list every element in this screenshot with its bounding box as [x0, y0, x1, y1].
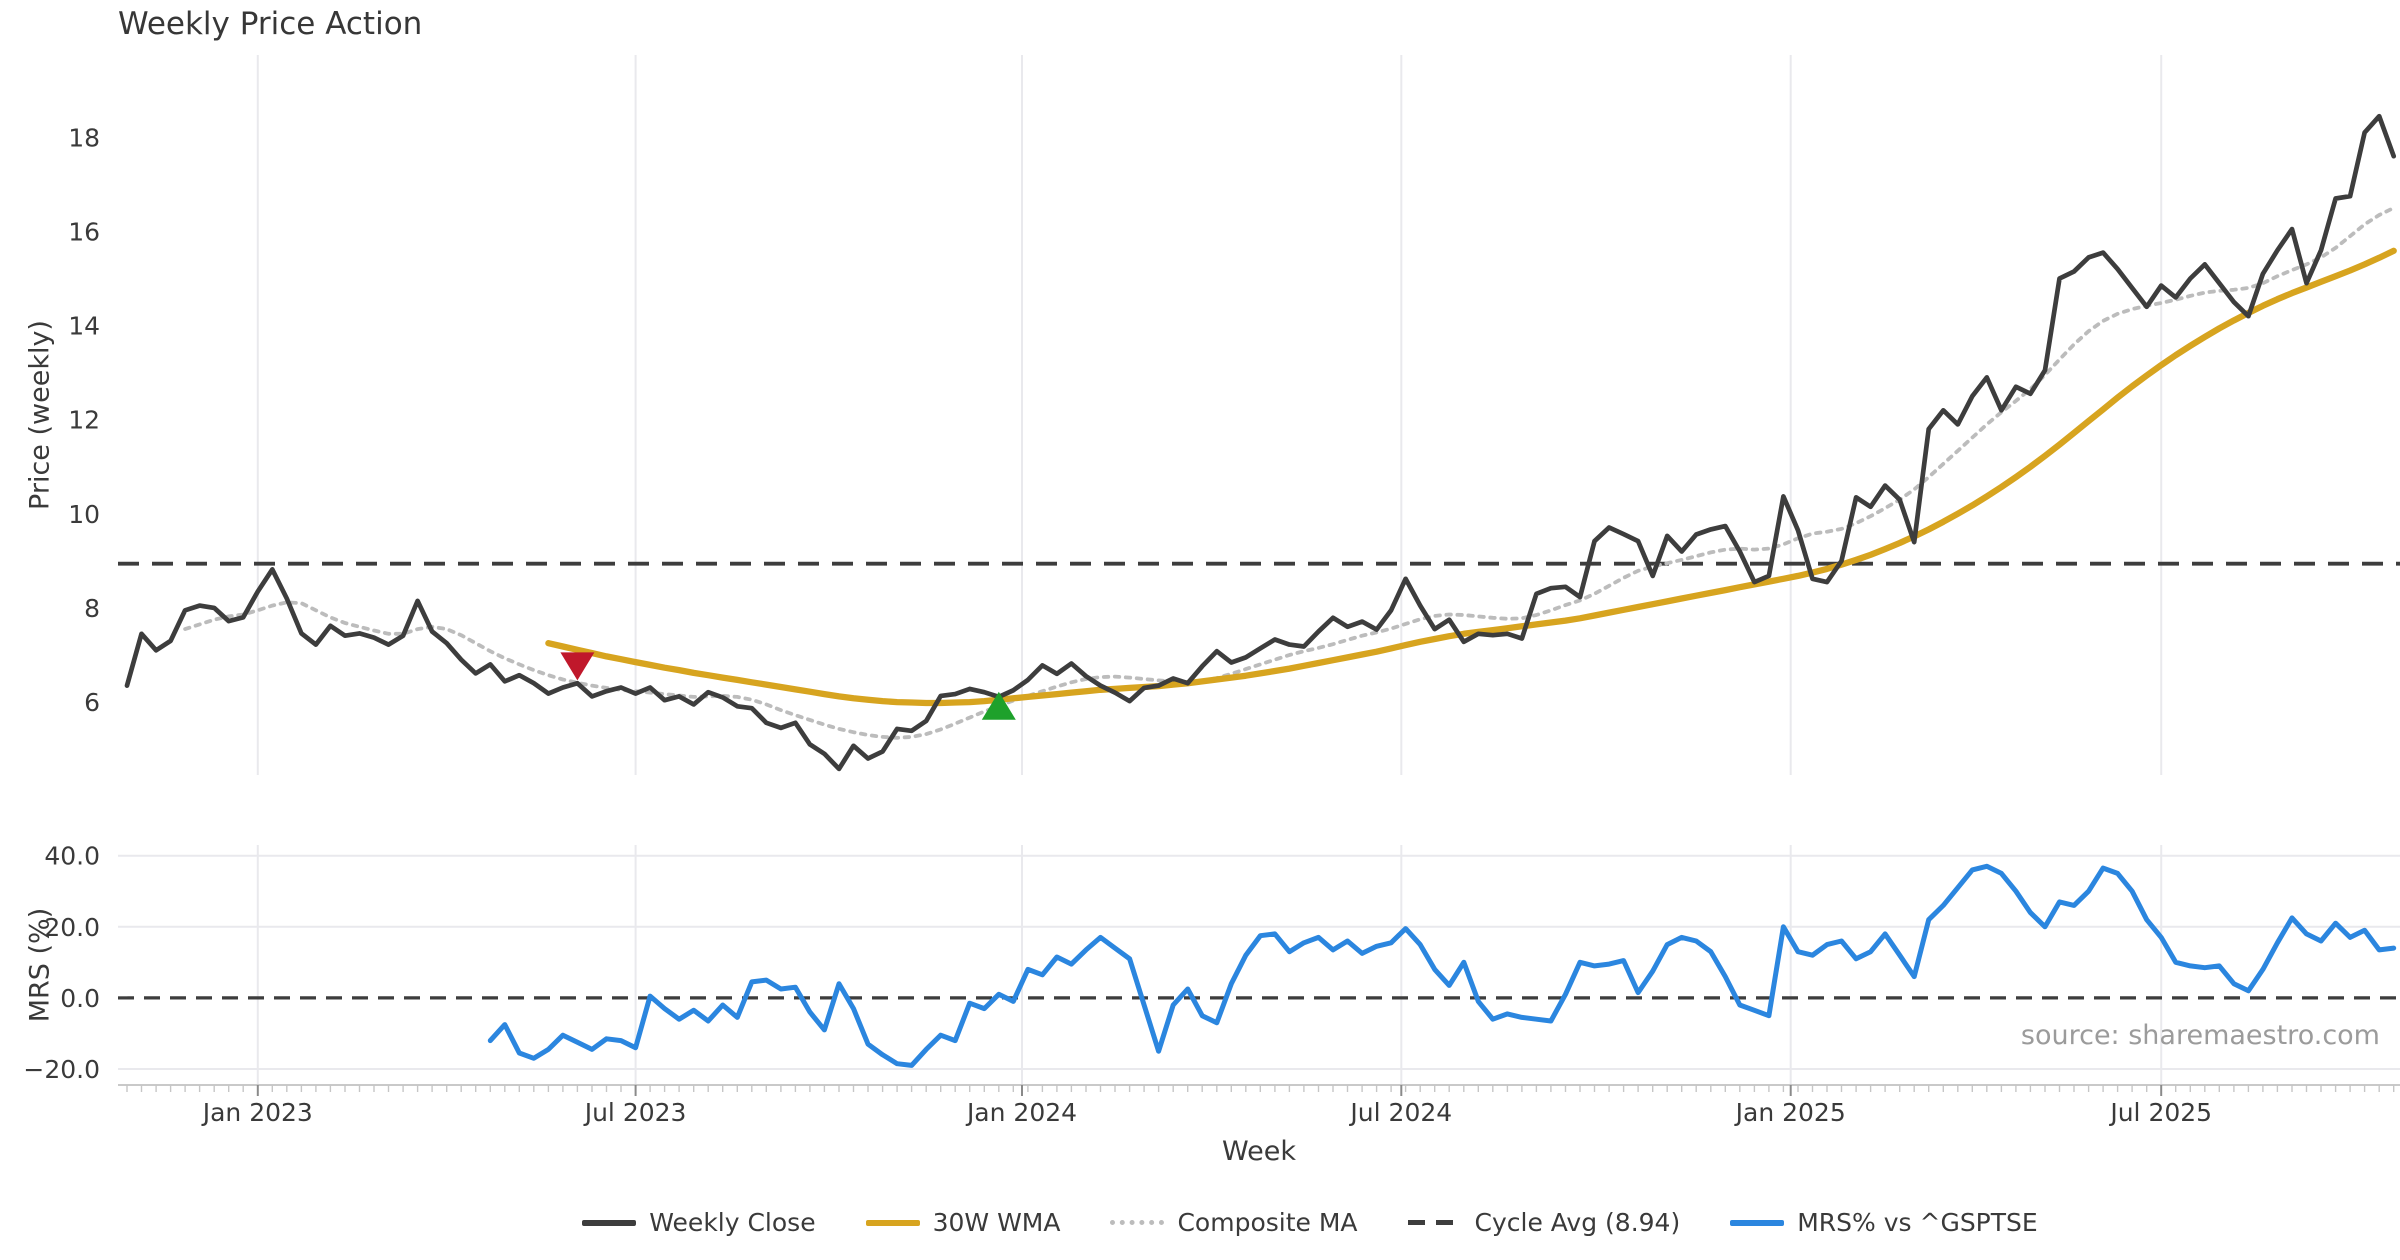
legend-item-cycle-avg: Cycle Avg (8.94) — [1407, 1208, 1681, 1237]
y-tick-label: 12 — [68, 406, 100, 435]
week-axis-label: Week — [1222, 1136, 1296, 1167]
legend-item-weekly-close: Weekly Close — [582, 1208, 816, 1237]
y-tick-label: 14 — [68, 312, 100, 341]
source-watermark: source: sharemaestro.com — [2020, 1020, 2380, 1051]
x-tick-label: Jul 2024 — [1348, 1098, 1452, 1127]
y-tick-label: 10 — [68, 500, 100, 529]
legend-label: MRS% vs ^GSPTSE — [1797, 1208, 2038, 1237]
y-tick-label: 40.0 — [44, 842, 100, 871]
weekly-close-line-swatch-icon — [582, 1219, 637, 1226]
x-tick-label: Jan 2024 — [965, 1098, 1077, 1127]
legend: Weekly Close 30W WMA Composite MA Cycle … — [220, 1208, 2400, 1237]
y-tick-label: 0.0 — [60, 984, 100, 1013]
composite-ma-line-swatch-icon — [1110, 1220, 1165, 1225]
x-tick-label: Jan 2023 — [201, 1098, 313, 1127]
y-tick-label: 18 — [68, 123, 100, 152]
y-tick-label: −20.0 — [23, 1055, 100, 1084]
composite-ma-line — [183, 205, 2396, 740]
wma-line-swatch-icon — [865, 1219, 920, 1226]
x-tick-label: Jul 2023 — [583, 1098, 687, 1127]
y-tick-label: 6 — [84, 688, 100, 717]
mrs-line-swatch-icon — [1730, 1219, 1785, 1226]
mrs-line — [487, 863, 2397, 1068]
legend-label: Cycle Avg (8.94) — [1474, 1208, 1681, 1237]
y-tick-label: 8 — [84, 594, 100, 623]
legend-item-mrs: MRS% vs ^GSPTSE — [1730, 1208, 2038, 1237]
legend-label: Composite MA — [1177, 1208, 1358, 1237]
legend-item-30w-wma: 30W WMA — [865, 1208, 1061, 1237]
chart-title: Weekly Price Action — [118, 6, 423, 42]
mrs-axis-label: MRS (%) — [24, 907, 56, 1023]
y-tick-label: 16 — [68, 218, 100, 247]
sell-signal-marker-icon — [560, 652, 595, 681]
legend-item-composite-ma: Composite MA — [1110, 1208, 1358, 1237]
legend-label: Weekly Close — [649, 1208, 816, 1237]
cycle-avg-line-swatch-icon — [1407, 1220, 1462, 1225]
x-tick-label: Jan 2025 — [1734, 1098, 1846, 1127]
buy-signal-marker-icon — [981, 691, 1016, 720]
price-axis-label: Price (weekly) — [24, 320, 56, 510]
legend-label: 30W WMA — [932, 1208, 1061, 1237]
weekly-close-line — [124, 113, 2397, 772]
y-tick-label: 20.0 — [44, 913, 100, 942]
wma-30w-line — [545, 247, 2397, 707]
x-tick-label: Jul 2025 — [2108, 1098, 2212, 1127]
